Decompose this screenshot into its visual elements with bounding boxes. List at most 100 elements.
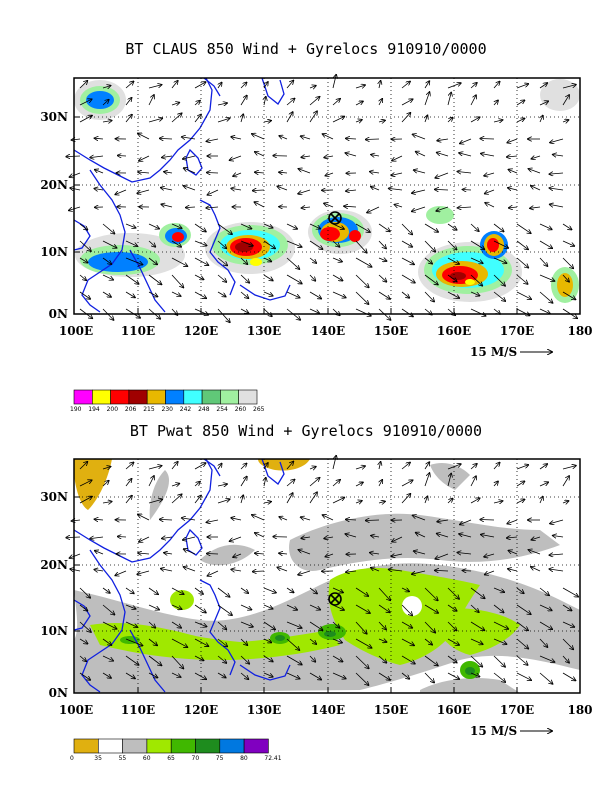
colorbar-label: 242 xyxy=(179,406,192,413)
wind-vector xyxy=(171,638,187,647)
wind-vector xyxy=(164,553,173,554)
wind-vector xyxy=(485,189,495,194)
wind-vector xyxy=(470,240,485,249)
wind-vector xyxy=(493,655,505,667)
wind-vector xyxy=(298,169,311,174)
wind-vector xyxy=(255,553,265,554)
wind-vector xyxy=(562,501,569,503)
wind-vector xyxy=(481,535,495,538)
wind-vector xyxy=(79,638,88,644)
wind-vector xyxy=(493,82,500,89)
wind-vector xyxy=(391,554,403,556)
wind-vector xyxy=(480,520,495,521)
wind-vector xyxy=(435,570,449,571)
wind-vector xyxy=(217,223,232,234)
wind-vector xyxy=(95,170,104,174)
wind-vector xyxy=(457,553,472,555)
wind-vector xyxy=(286,480,295,487)
wind-vector xyxy=(507,156,518,157)
wind-vector xyxy=(493,621,508,629)
wind-vector xyxy=(277,186,288,191)
colorbar-label: 72.41 xyxy=(264,755,282,762)
wind-vector xyxy=(194,82,206,89)
colorbar-swatch xyxy=(183,389,203,405)
wind-vector xyxy=(460,519,472,525)
wind-vector xyxy=(286,638,299,650)
wind-vector xyxy=(240,638,247,645)
wind-vector xyxy=(118,537,127,538)
wind-vector xyxy=(102,621,117,629)
wind-vector xyxy=(516,621,528,630)
wind-vector xyxy=(539,274,555,281)
wind-vector xyxy=(516,672,531,680)
wind-vector xyxy=(470,291,480,296)
wind-vector xyxy=(217,638,227,647)
wind-vector xyxy=(401,308,413,317)
wind-vector xyxy=(493,587,504,592)
wind-vector xyxy=(401,113,411,123)
wind-vector xyxy=(539,621,552,629)
wind-vector xyxy=(160,138,173,139)
wind-vector xyxy=(263,258,271,262)
wind-vector xyxy=(263,82,268,89)
wind-vector xyxy=(139,536,150,542)
wind-vector xyxy=(70,569,81,571)
wind-vector xyxy=(562,655,569,663)
wind-vector xyxy=(309,672,321,680)
wind-vector xyxy=(309,97,320,106)
wind-vector xyxy=(562,223,572,230)
colorbar-label: 70 xyxy=(191,755,200,762)
wind-vector xyxy=(509,207,518,208)
wind-vector xyxy=(470,498,480,504)
wind-vector xyxy=(416,152,426,157)
panel-1-lon-label-170e: 170E xyxy=(499,324,535,338)
wind-vector xyxy=(218,83,222,89)
wind-vector xyxy=(493,257,507,263)
wind-vector xyxy=(171,81,178,89)
wind-vector xyxy=(148,655,162,666)
wind-vector xyxy=(207,554,219,555)
wind-vector xyxy=(355,604,370,613)
wind-vector xyxy=(332,291,346,298)
colorbar-swatch xyxy=(243,738,269,754)
wind-vector xyxy=(309,240,323,249)
wind-vector xyxy=(263,291,273,296)
panel-1-title: BT CLAUS 850 Wind + Gyrelocs 910910/0000 xyxy=(125,40,487,58)
wind-vector xyxy=(345,534,357,538)
colorbar-swatch xyxy=(201,389,221,405)
wind-vector xyxy=(137,570,150,574)
panel-1-colorbar xyxy=(73,389,258,405)
colorbar-swatch xyxy=(122,738,148,754)
wind-vector xyxy=(148,274,162,285)
wind-vector xyxy=(539,587,549,595)
wind-vector xyxy=(186,207,196,208)
wind-vector xyxy=(355,672,369,685)
wind-vector xyxy=(332,604,344,610)
wind-vector xyxy=(286,655,302,665)
wind-vector xyxy=(231,518,242,520)
wind-vector xyxy=(539,672,553,684)
wind-vector xyxy=(279,553,288,554)
wind-vector xyxy=(148,291,158,297)
wind-vector xyxy=(324,537,334,539)
wind-vector xyxy=(447,118,453,123)
panel-1-lon-label-100e: 100E xyxy=(58,324,94,338)
wind-vector xyxy=(493,604,504,613)
wind-vector xyxy=(240,655,249,664)
wind-vector xyxy=(148,499,162,504)
wind-vector xyxy=(470,621,485,630)
wind-vector xyxy=(138,133,150,140)
colorbar-label: 206 xyxy=(124,406,137,413)
colorbar-label: 190 xyxy=(70,406,82,413)
wind-vector xyxy=(240,96,247,106)
wind-vector xyxy=(549,188,564,190)
wind-vector xyxy=(494,481,498,487)
panel-2-grid xyxy=(74,459,580,693)
wind-vector xyxy=(125,81,134,89)
wind-vector xyxy=(562,240,574,246)
wind-vector xyxy=(481,154,495,157)
wind-vector xyxy=(148,95,154,106)
wind-vector xyxy=(378,223,390,231)
wind-vector xyxy=(447,464,461,470)
wind-vector xyxy=(277,567,288,572)
